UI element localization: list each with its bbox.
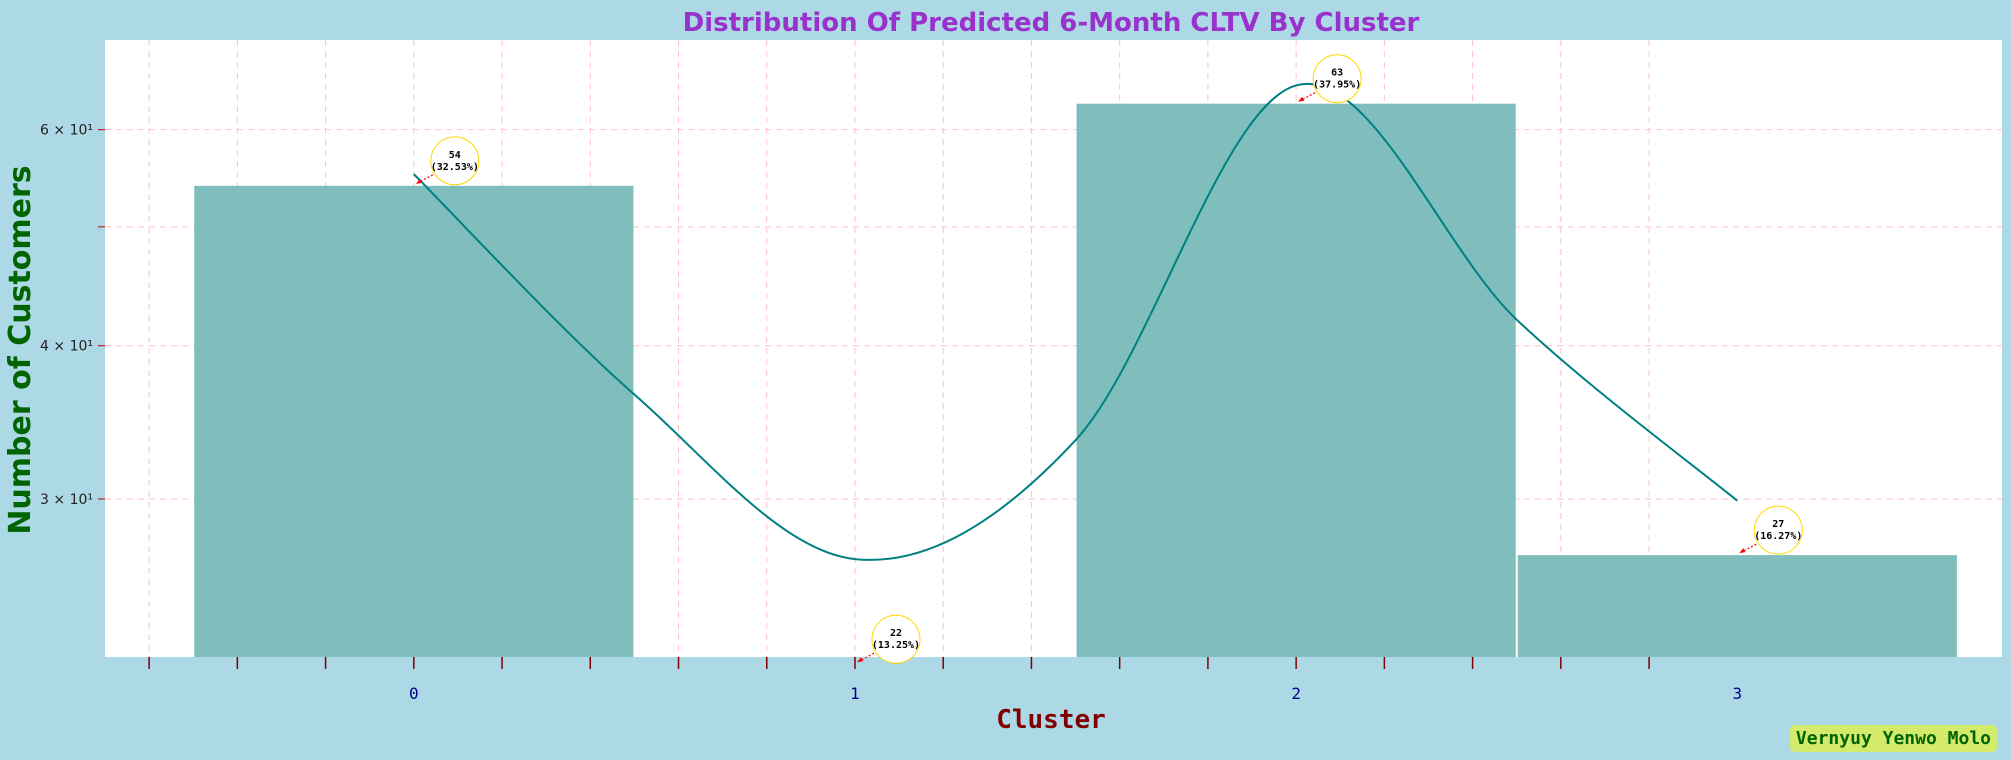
annotation-circle — [871, 614, 921, 664]
x-axis-label: Cluster — [996, 705, 1106, 735]
author-watermark: Vernyuy Yenwo Molo — [1789, 725, 1997, 752]
y-axis: 3 × 10¹ 4 × 10¹ 6 × 10¹ — [40, 123, 105, 508]
annotation-arrow-head — [415, 178, 422, 184]
x-tick-label: 0 — [409, 684, 419, 703]
annotation-arrow — [1741, 543, 1757, 553]
annotation-circle — [1312, 54, 1362, 104]
x-tick-label: 2 — [1291, 684, 1301, 703]
bar-cluster-2 — [1076, 103, 1516, 657]
x-tick-label: 3 — [1732, 684, 1742, 703]
bar-cluster-3 — [1517, 555, 1957, 657]
annotation-arrow-head — [1298, 96, 1305, 102]
annotation-arrow — [417, 174, 434, 184]
annotation-label: 22 (13.25%) — [872, 628, 920, 651]
y-axis-label: Number of Customers — [3, 165, 38, 534]
chart-title: Distribution Of Predicted 6-Month CLTV B… — [683, 8, 1420, 38]
annotation-arrow-head — [856, 657, 863, 663]
annotations: 54 (32.53%) 22 (13.25%) 63 (37.95%) 27 (16.27%) — [415, 54, 1803, 664]
annotation-arrow — [1299, 92, 1316, 102]
bar-cluster-0 — [194, 185, 634, 657]
annotation-arrow — [858, 652, 875, 662]
x-tick-label: 1 — [850, 684, 860, 703]
annotation-label: 54 (32.53%) — [431, 150, 479, 173]
bars — [194, 103, 1957, 657]
annotation-label: 63 (37.95%) — [1313, 68, 1361, 91]
annotation-label: 27 (16.27%) — [1754, 519, 1802, 542]
annotation-circle — [1753, 505, 1803, 555]
y-tick-label: 3 × 10¹ — [40, 492, 93, 508]
y-tick-label: 4 × 10¹ — [40, 339, 93, 355]
y-tick-label: 6 × 10¹ — [40, 123, 93, 139]
kde-curve — [413, 82, 1738, 561]
x-axis: 0 1 2 3 — [148, 657, 1742, 703]
annotation-circle — [430, 136, 480, 186]
annotation-arrow-head — [1739, 548, 1746, 554]
